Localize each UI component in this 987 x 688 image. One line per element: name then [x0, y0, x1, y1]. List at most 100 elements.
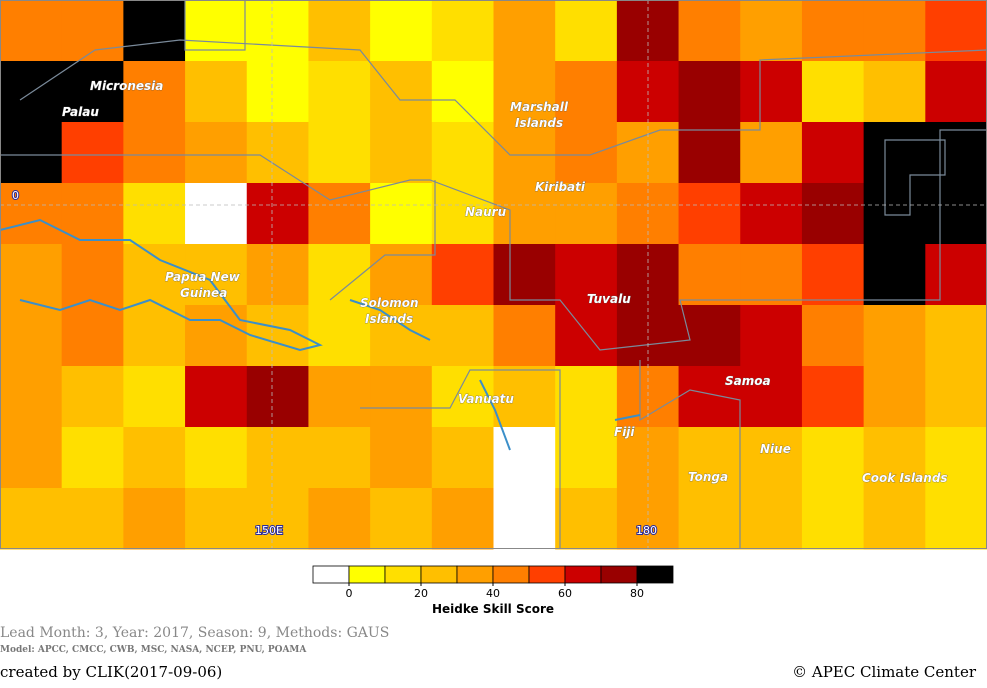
heat-cell [246, 305, 309, 367]
heat-cell [370, 61, 433, 123]
heat-cell [123, 61, 186, 123]
heat-cell [0, 122, 63, 184]
heat-cell [863, 305, 926, 367]
colorbar-swatch [528, 565, 566, 584]
borders [0, 0, 987, 548]
place-label: Tuvalu [587, 292, 631, 306]
heat-cell [740, 122, 803, 184]
heat-cell [431, 61, 494, 123]
created: created by CLIK(2017-09-06) [0, 663, 222, 681]
heat-cell [863, 488, 926, 550]
place-label: Niue [760, 442, 791, 456]
heat-cell [61, 122, 124, 184]
heat-cell [863, 122, 926, 184]
heat-cell [493, 183, 556, 245]
heat-cell [0, 0, 63, 62]
heat-cell [431, 427, 494, 489]
heat-cell [925, 427, 987, 489]
heat-cell [555, 122, 618, 184]
heat-cell [123, 183, 186, 245]
heat-cell [246, 366, 309, 428]
heat-cell [555, 305, 618, 367]
heat-cell [0, 183, 63, 245]
place-label: Fiji [614, 425, 635, 439]
heat-cell [370, 488, 433, 550]
heat-cell [493, 122, 556, 184]
heat-cell [925, 244, 987, 306]
colorbar-swatch [348, 565, 386, 584]
heat-cell [123, 244, 186, 306]
heat-cell [185, 427, 248, 489]
heat-cell [370, 366, 433, 428]
colorbar-swatch [456, 565, 494, 584]
heat-cell [493, 61, 556, 123]
heat-cell [123, 122, 186, 184]
axis-label: 0 [12, 189, 19, 202]
heat-cell [678, 488, 741, 550]
heat-cell [678, 122, 741, 184]
heat-cell [61, 244, 124, 306]
heat-cell [246, 122, 309, 184]
heat-cell [678, 61, 741, 123]
place-label: Vanuatu [458, 392, 514, 406]
heat-grid [0, 0, 987, 550]
place-label: Marshall Islands [510, 100, 569, 130]
heat-cell [246, 183, 309, 245]
axis-label: 150E [255, 524, 283, 537]
colorbar-swatch [600, 565, 638, 584]
heat-cell [493, 427, 556, 489]
heat-cell [61, 427, 124, 489]
heat-cell [246, 488, 309, 550]
heat-cell [801, 0, 865, 62]
heat-cell [185, 122, 248, 184]
heat-cell [863, 0, 926, 62]
heat-cell [555, 244, 618, 306]
heat-cell [0, 488, 63, 550]
heat-cell [185, 305, 248, 367]
heat-cell [246, 427, 309, 489]
heat-cell [925, 488, 987, 550]
heat-cell [246, 61, 309, 123]
heat-cell [493, 488, 556, 550]
heat-cell [801, 488, 865, 550]
heat-cell [678, 305, 741, 367]
heat-cell [493, 305, 556, 367]
heat-cell [678, 366, 741, 428]
heat-cell [863, 366, 926, 428]
heat-cell [123, 427, 186, 489]
place-label: Nauru [465, 205, 507, 219]
colorbar-tick-label: 0 [346, 587, 353, 600]
place-label: Solomon Islands [360, 296, 419, 326]
heat-cell [185, 61, 248, 123]
heat-cell [431, 305, 494, 367]
heat-cell [801, 183, 865, 245]
heat-cell [370, 0, 433, 62]
heat-cell [123, 366, 186, 428]
heat-cell [431, 488, 494, 550]
colorbar-tick-label: 80 [630, 587, 644, 600]
grid-lines [0, 0, 987, 548]
heat-cell [925, 61, 987, 123]
heat-cell [0, 244, 63, 306]
heat-cell [616, 122, 680, 184]
heat-cell [0, 305, 63, 367]
credit: © APEC Climate Center [792, 663, 977, 681]
heat-cell [246, 0, 309, 62]
heat-cell [740, 427, 803, 489]
place-label: Cook Islands [862, 471, 948, 485]
colorbar-swatch [492, 565, 530, 584]
colorbar-tick-label: 60 [558, 587, 572, 600]
heat-cell [431, 366, 494, 428]
heat-cell [123, 305, 186, 367]
heat-cell [370, 244, 433, 306]
place-label: Kiribati [535, 180, 586, 194]
colorbar-swatch [636, 565, 674, 584]
heat-cell [370, 122, 433, 184]
heat-cell [801, 61, 865, 123]
heat-cell [801, 427, 865, 489]
heat-cell [61, 0, 124, 62]
heat-cell [61, 366, 124, 428]
place-label: Tonga [688, 470, 728, 484]
